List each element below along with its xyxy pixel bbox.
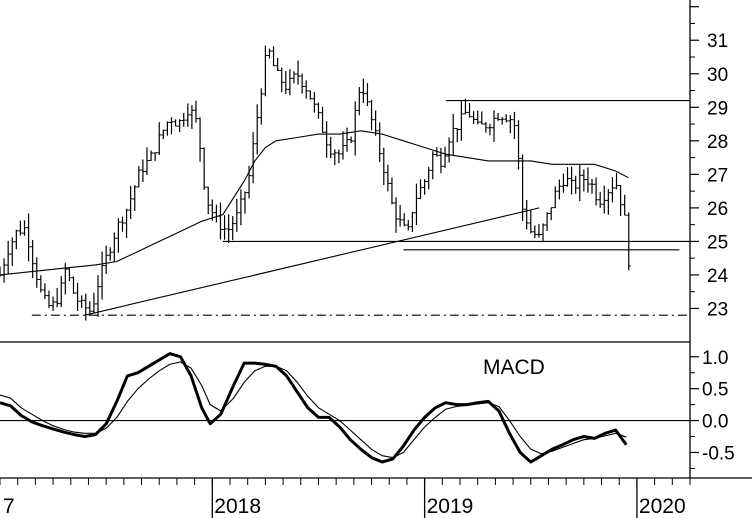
price-tick-label: 25 xyxy=(707,232,728,253)
price-tick-label: 27 xyxy=(707,165,728,186)
signal-line xyxy=(0,361,627,459)
price-tick-label: 29 xyxy=(707,98,728,119)
price-tick-label: 23 xyxy=(707,299,728,320)
x-tick-label: 2019 xyxy=(427,495,474,518)
trend-line xyxy=(84,207,540,316)
moving-average-line xyxy=(0,130,629,276)
macd-tick-label: 0.5 xyxy=(702,380,728,401)
macd-title: MACD xyxy=(483,356,545,379)
price-tick-label: 31 xyxy=(707,31,728,52)
x-tick-label: 2018 xyxy=(214,495,261,518)
x-tick-label: 2020 xyxy=(639,495,686,518)
price-tick-label: 24 xyxy=(707,266,729,287)
price-tick-label: 28 xyxy=(707,132,728,153)
macd-line xyxy=(0,352,628,464)
price-tick-label: 30 xyxy=(707,65,728,86)
macd-tick-label: 1.0 xyxy=(702,348,728,369)
macd-tick-label: 0.0 xyxy=(702,412,728,433)
macd-panel: 1.0 0.5 0.0 -0.5 xyxy=(0,348,735,469)
price-panel: 23 24 25 26 27 28 29 30 31 xyxy=(0,6,729,321)
x-tick-label: 7 xyxy=(3,495,15,518)
macd-tick-label: -0.5 xyxy=(702,443,735,464)
x-axis: 7 2018 2019 2020 xyxy=(0,478,691,518)
price-tick-label: 26 xyxy=(707,199,728,220)
